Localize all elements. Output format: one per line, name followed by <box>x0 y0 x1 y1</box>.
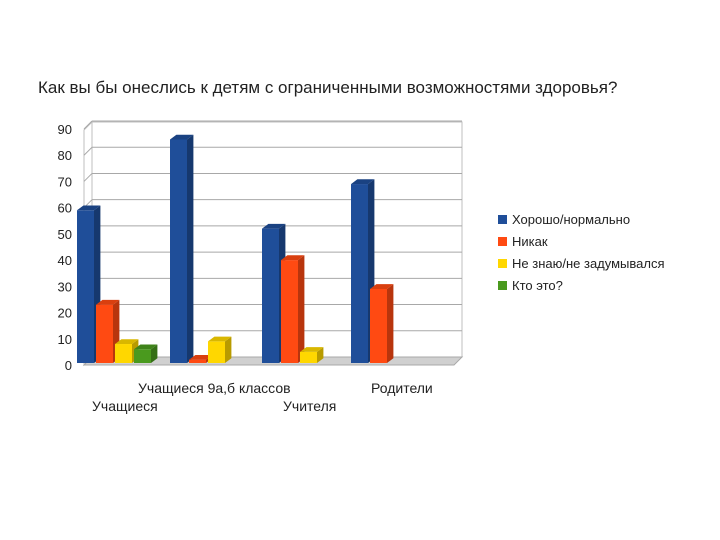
category-label-parents: Родители <box>371 380 433 396</box>
y-tick-label: 80 <box>58 148 72 163</box>
legend-swatch-none <box>498 236 507 246</box>
bar-good <box>77 210 94 363</box>
bar-top-none <box>96 299 120 305</box>
gridline-side <box>83 120 93 130</box>
legend-swatch-who <box>498 280 507 290</box>
bar-side-none <box>387 284 394 363</box>
y-tick-label: 90 <box>58 122 72 137</box>
legend-swatch-unknown <box>498 258 507 268</box>
category-label-students: Учащиеся <box>92 398 158 414</box>
legend-item-good: Хорошо/нормально <box>498 208 665 230</box>
bar-top-good <box>77 205 101 211</box>
bar-none <box>370 288 387 363</box>
bar-none <box>96 304 113 363</box>
y-tick-label: 10 <box>58 332 72 347</box>
bar-who <box>134 349 151 363</box>
legend-label-unknown: Не знаю/не задумывался <box>512 255 665 271</box>
bar-side-who <box>151 344 158 363</box>
bar-good <box>262 228 279 363</box>
y-tick-label: 70 <box>58 174 72 189</box>
legend: Хорошо/нормально Никак Не знаю/не задумы… <box>498 208 665 296</box>
bar-top-unknown <box>115 339 139 345</box>
bar-side-good <box>187 134 194 363</box>
legend-item-who: Кто это? <box>498 274 665 296</box>
bar-top-none <box>370 284 394 289</box>
y-tick-label: 50 <box>58 227 72 242</box>
bar-unknown <box>300 351 317 363</box>
bar-none <box>281 260 298 363</box>
bar-top-none <box>281 255 305 261</box>
gridline-side <box>83 173 93 182</box>
y-tick-label: 0 <box>65 358 72 373</box>
bar-top-good <box>262 223 286 229</box>
bar-top-who <box>134 344 158 350</box>
y-tick-label: 20 <box>58 306 72 321</box>
bar-side-unknown <box>225 336 232 363</box>
y-tick-label: 60 <box>58 201 72 216</box>
legend-label-good: Хорошо/нормально <box>512 211 631 227</box>
bar-top-good <box>170 134 194 140</box>
legend-swatch-good <box>498 214 507 224</box>
bar-good <box>351 184 368 363</box>
legend-label-who: Кто это? <box>512 277 563 293</box>
bar-good <box>170 139 187 363</box>
bar-side-none <box>298 255 305 363</box>
y-tick-label: 30 <box>58 279 72 294</box>
bar-top-none <box>189 354 213 360</box>
category-label-students-9ab: Учащиеся 9а,б классов <box>138 380 291 396</box>
bar-top-good <box>351 179 375 185</box>
category-label-teachers: Учителя <box>283 398 337 414</box>
bar-top-unknown <box>300 347 324 352</box>
bar-top-unknown <box>208 336 232 342</box>
y-tick-label: 40 <box>58 253 72 268</box>
bar-unknown <box>115 344 132 363</box>
gridline-side <box>83 146 93 156</box>
chart-title: Как вы бы онеслись к детям с ограниченны… <box>38 78 618 97</box>
legend-item-unknown: Не знаю/не задумывался <box>498 252 665 274</box>
legend-label-none: Никак <box>512 233 548 249</box>
bar-unknown <box>208 341 225 363</box>
legend-item-none: Никак <box>498 230 665 252</box>
bar-none <box>189 359 206 363</box>
bar-side-unknown <box>317 347 324 363</box>
